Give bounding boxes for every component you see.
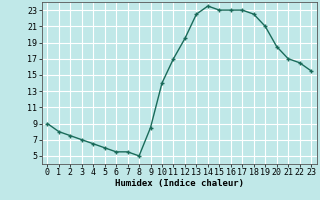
X-axis label: Humidex (Indice chaleur): Humidex (Indice chaleur) [115,179,244,188]
